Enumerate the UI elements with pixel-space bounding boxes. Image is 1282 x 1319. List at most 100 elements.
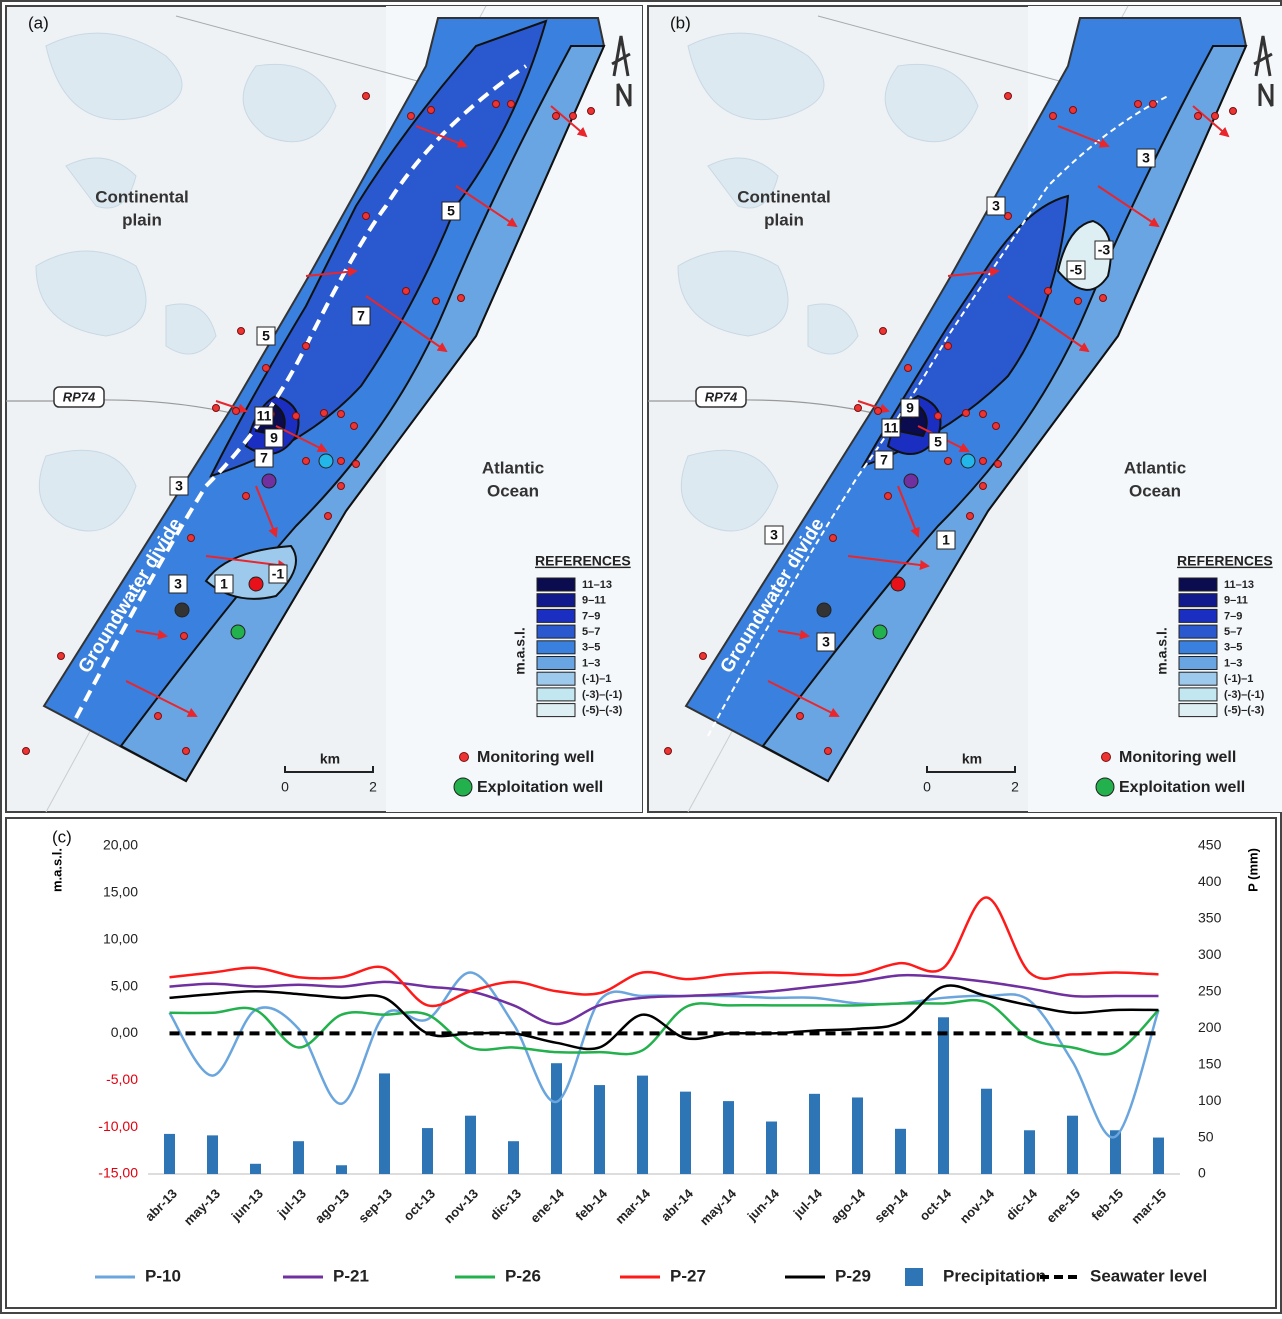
monitoring-well	[665, 748, 672, 755]
legend-class: 9–11	[1224, 595, 1248, 607]
y-tick-label: -5,00	[106, 1071, 138, 1087]
monitoring-well	[325, 513, 332, 520]
legend-exploitation	[1096, 778, 1114, 796]
legend-label: P-26	[505, 1266, 541, 1285]
exploitation-well	[873, 625, 887, 639]
precip-bar	[508, 1141, 519, 1174]
monitoring-well	[338, 411, 345, 418]
place-label: plain	[764, 210, 804, 229]
precip-bar	[895, 1129, 906, 1174]
y-tick-label: -15,00	[98, 1165, 138, 1181]
figure: 35751197-113(a)ContinentalplainAtlanticO…	[0, 0, 1282, 1314]
contour-label: 7	[357, 308, 365, 324]
legend-class: 7–9	[582, 610, 600, 622]
monitoring-well	[875, 408, 882, 415]
legend-class: (-5)–(-3)	[1224, 705, 1265, 717]
precip-bar	[723, 1101, 734, 1174]
precip-bar	[981, 1089, 992, 1174]
monitoring-well	[23, 748, 30, 755]
map-panel: 33-3-511957313(b)ContinentalplainAtlanti…	[648, 6, 1282, 812]
y2-axis-title: P (mm)	[1245, 848, 1260, 892]
monitoring-well	[1005, 93, 1012, 100]
legend-class: (-1)–1	[1224, 673, 1253, 685]
road-label: RP74	[63, 389, 96, 404]
legend-exploitation	[454, 778, 472, 796]
exploitation-well	[891, 577, 905, 591]
contour-label: 9	[270, 430, 278, 446]
y2-tick-label: 400	[1198, 873, 1222, 889]
legend-label: Precipitation	[943, 1266, 1046, 1285]
monitoring-well	[945, 458, 952, 465]
contour-label: 7	[260, 450, 268, 466]
monitoring-well	[353, 461, 360, 468]
exploitation-well	[249, 577, 263, 591]
monitoring-well	[700, 653, 707, 660]
legend-label: P-10	[145, 1266, 181, 1285]
legend-swatch	[537, 657, 575, 670]
precip-bar	[293, 1141, 304, 1174]
map-panel: 35751197-113(a)ContinentalplainAtlanticO…	[6, 6, 642, 812]
scale-tick: 2	[1011, 779, 1019, 795]
place-label: Atlantic	[482, 458, 544, 477]
y2-tick-label: 0	[1198, 1165, 1206, 1181]
legend-swatch	[1179, 578, 1217, 591]
y-tick-label: 20,00	[103, 837, 138, 853]
y2-tick-label: 300	[1198, 946, 1222, 962]
legend-swatch	[537, 625, 575, 638]
legend-class: 1–3	[1224, 657, 1242, 669]
monitoring-well	[588, 108, 595, 115]
contour-label: 3	[770, 527, 778, 543]
monitoring-well	[303, 458, 310, 465]
legend-swatch	[537, 594, 575, 607]
y2-tick-label: 200	[1198, 1019, 1222, 1035]
precip-bar	[938, 1017, 949, 1174]
contour-label: 3	[1142, 150, 1150, 166]
monitoring-well	[967, 513, 974, 520]
monitoring-well	[1150, 101, 1157, 108]
monitoring-well	[1005, 213, 1012, 220]
references-title: REFERENCES	[535, 553, 631, 569]
legend-label: P-27	[670, 1266, 706, 1285]
monitoring-well	[213, 405, 220, 412]
y-tick-label: 5,00	[111, 977, 138, 993]
monitoring-well	[403, 288, 410, 295]
exploitation-well	[231, 625, 245, 639]
monitoring-well	[880, 328, 887, 335]
contour-label: -3	[1098, 242, 1111, 258]
monitoring-well	[243, 493, 250, 500]
y2-tick-label: 250	[1198, 982, 1222, 998]
monitoring-well	[263, 365, 270, 372]
legend-swatch	[1179, 672, 1217, 685]
scale-unit: km	[320, 751, 340, 767]
y-tick-label: 0,00	[111, 1024, 138, 1040]
monitoring-well	[58, 653, 65, 660]
page: 35751197-113(a)ContinentalplainAtlanticO…	[0, 0, 1282, 1314]
precip-bar	[1153, 1138, 1164, 1174]
monitoring-well	[995, 461, 1002, 468]
monitoring-well	[1075, 298, 1082, 305]
legend-swatch	[1179, 657, 1217, 670]
legend-swatch	[905, 1268, 923, 1286]
precip-bar	[1024, 1130, 1035, 1174]
contour-label: 5	[262, 328, 270, 344]
legend-class: 11–13	[582, 579, 612, 591]
place-label: Continental	[737, 187, 831, 206]
monitoring-well	[1050, 113, 1057, 120]
monitoring-well	[797, 713, 804, 720]
legend-class: (-3)–(-1)	[582, 689, 623, 701]
monitoring-well	[1135, 101, 1142, 108]
legend-swatch	[1179, 641, 1217, 654]
legend-swatch	[1179, 688, 1217, 701]
legend-monitoring	[460, 753, 469, 762]
contour-label: 3	[822, 634, 830, 650]
monitoring-well	[855, 405, 862, 412]
monitoring-well	[321, 410, 328, 417]
monitoring-well	[493, 101, 500, 108]
scale-tick: 2	[369, 779, 377, 795]
contour-label: 3	[175, 478, 183, 494]
scale-unit: km	[962, 751, 982, 767]
legend-swatch	[537, 641, 575, 654]
legend-swatch	[1179, 625, 1217, 638]
monitoring-well	[980, 483, 987, 490]
monitoring-well	[1070, 107, 1077, 114]
